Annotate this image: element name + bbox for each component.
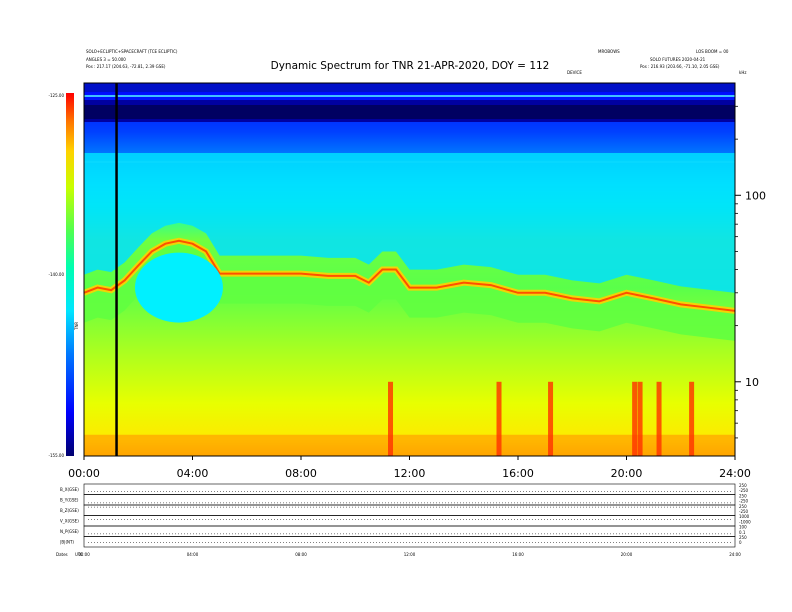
panel-time-label: 00:00 <box>78 552 90 557</box>
frequency-tick-label: 100 <box>745 189 766 202</box>
panel-frame <box>83 515 736 527</box>
radio-burst <box>388 381 394 456</box>
panel-right-tick: -250 <box>739 509 749 514</box>
radio-burst <box>632 381 638 456</box>
band-light <box>84 95 735 97</box>
spectrogram <box>84 83 735 456</box>
header-left-line1: SOLO+ECLIPTIC+SPACECRAFT (TCE ECLIPTIC) <box>86 49 178 54</box>
panel-right-tick: 250 <box>739 535 747 540</box>
colorbar-tick-label: -155.00 <box>49 453 65 458</box>
band-top <box>84 83 735 92</box>
panel-right-tick: -1000 <box>739 519 751 524</box>
frequency-tick-label: 10 <box>745 376 759 389</box>
panel-label: |B|(NT) <box>60 540 74 545</box>
time-tick-label: 20:00 <box>611 467 643 480</box>
panel-right-tick: 250 <box>739 493 747 498</box>
panel-time-label: 24:00 <box>729 552 741 557</box>
cyan-blob <box>134 252 223 323</box>
parameter-panels: B_X(GSE) B_Y(GSE) B_Z(GSE) V_X(GSE) N_P(GSE)… <box>60 483 751 557</box>
radio-burst <box>496 381 502 456</box>
panel-label: B_Z(GSE) <box>60 508 79 513</box>
panel-label: V_X(GSE) <box>60 519 79 524</box>
header-right-line1: LOS BOOM = 00 <box>696 49 729 54</box>
colorbar-tick-label: -140.00 <box>49 272 65 277</box>
panel-time-label: 16:00 <box>512 552 524 557</box>
cyan-region <box>84 153 735 293</box>
panel-frame <box>83 536 736 548</box>
time-tick-label: 00:00 <box>68 467 100 480</box>
header-left-line2: ANGLES 3 = 50.000 <box>86 57 126 62</box>
panel-right-tick: 250 <box>739 483 747 488</box>
panel-right-tick: 0 <box>739 540 742 545</box>
time-tick-label: 04:00 <box>177 467 209 480</box>
panel-time-label: 20:00 <box>621 552 633 557</box>
panel-time-label: 04:00 <box>187 552 199 557</box>
panel-frame <box>83 494 736 506</box>
colorbar <box>66 93 74 456</box>
plasma-band <box>84 240 735 341</box>
colorbar-tick-label: -125.00 <box>49 93 65 98</box>
time-tick-label: 24:00 <box>719 467 751 480</box>
panel-label: B_X(GSE) <box>60 487 79 492</box>
time-tick-label: 08:00 <box>285 467 317 480</box>
time-tick-label: 12:00 <box>394 467 426 480</box>
panel-right-tick: 0.1 <box>739 530 746 535</box>
panel-time-label: 12:00 <box>404 552 416 557</box>
time-tick-label: 16:00 <box>502 467 534 480</box>
low-frequency-floor <box>84 434 735 456</box>
panel-frame <box>83 483 736 495</box>
header-right-line2: SOLO FUTURES 2020-04-21 <box>650 57 706 62</box>
radio-burst <box>689 381 695 456</box>
band-black <box>84 105 735 119</box>
panel-time-label: 08:00 <box>295 552 307 557</box>
panel-frame <box>83 504 736 516</box>
colorbar-ticks: -125.00 -140.00 -155.00 <box>49 93 65 458</box>
plasma-line-core <box>84 239 735 312</box>
header-left-line3: Pos : 217.17 (204.63, -72.81, 2.39 GSE) <box>86 64 166 69</box>
time-axis: 00:00 04:00 08:00 12:00 16:00 20:00 24:00 <box>68 456 751 480</box>
panel-label: N_P(GSE) <box>60 529 79 534</box>
footer-unit: UTC <box>75 552 83 557</box>
footer-left: Dates <box>56 552 68 557</box>
panel-right-tick: 100 <box>739 525 747 530</box>
radio-burst <box>656 381 662 456</box>
header-right-corner: kHz <box>739 70 746 75</box>
header-mid-right: MROBOWS <box>598 49 620 54</box>
panel-right-tick: -250 <box>739 499 749 504</box>
chart-title: Dynamic Spectrum for TNR 21-APR-2020, DO… <box>271 60 550 72</box>
panel-frame <box>83 525 736 537</box>
radio-burst <box>637 381 643 456</box>
radio-burst <box>548 381 554 456</box>
event-label: DEVICE <box>567 70 582 75</box>
panel-right-tick: 1000 <box>739 514 750 519</box>
panel-label: B_Y(GSE) <box>60 498 79 503</box>
header-right-line3: Pos : 216.93 (203.66, -71.10, 2.05 GSE) <box>640 64 720 69</box>
panel-right-tick: -250 <box>739 488 749 493</box>
colorbar-label: TNR <box>74 322 79 331</box>
panel-right-tick: 250 <box>739 504 747 509</box>
frequency-axis: 100 10 <box>735 105 766 439</box>
